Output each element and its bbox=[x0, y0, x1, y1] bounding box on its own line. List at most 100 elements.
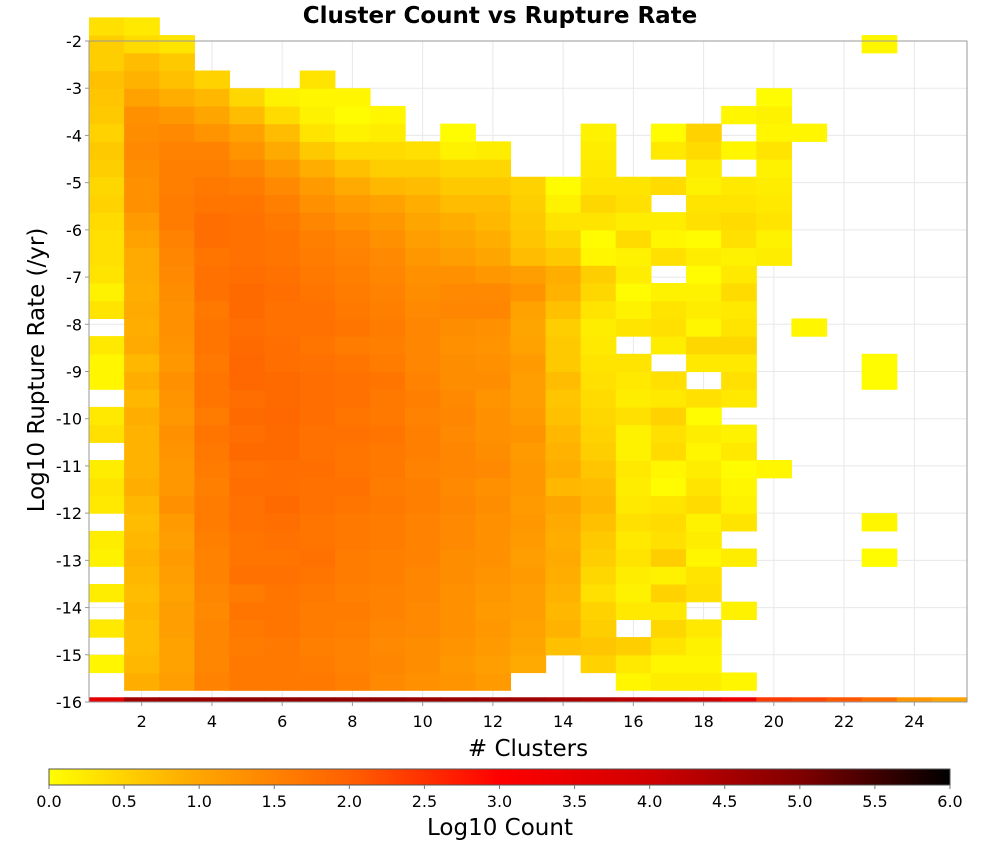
heatmap-cell bbox=[580, 495, 617, 514]
heatmap-cell bbox=[510, 530, 547, 550]
heatmap-cell bbox=[510, 353, 547, 373]
heatmap-cell bbox=[124, 229, 160, 249]
heatmap-cell bbox=[440, 265, 476, 284]
heatmap-cell bbox=[229, 318, 266, 337]
heatmap-cell bbox=[124, 159, 160, 178]
heatmap-cell bbox=[405, 336, 441, 355]
heatmap-cell bbox=[299, 300, 336, 319]
heatmap-cell bbox=[615, 247, 652, 266]
heatmap-cell bbox=[89, 17, 125, 36]
heatmap-cell bbox=[124, 88, 160, 107]
heatmap-cell bbox=[475, 371, 512, 390]
heatmap-cell bbox=[686, 424, 722, 443]
heatmap-cell bbox=[159, 619, 195, 638]
heatmap-cell bbox=[159, 265, 195, 284]
heatmap-cell bbox=[686, 176, 722, 196]
heatmap-cell bbox=[89, 371, 125, 390]
heatmap-cell bbox=[405, 548, 441, 567]
heatmap-cell bbox=[580, 654, 617, 674]
heatmap-cell bbox=[194, 282, 231, 302]
heatmap-cell bbox=[159, 141, 195, 160]
heatmap-cell bbox=[334, 371, 371, 390]
heatmap-cell bbox=[194, 353, 231, 373]
heatmap-cell bbox=[334, 353, 371, 373]
heatmap-cell bbox=[89, 265, 125, 284]
heatmap-cell bbox=[194, 566, 231, 585]
heatmap-cell bbox=[475, 300, 512, 319]
heatmap-cell bbox=[615, 176, 652, 196]
heatmap-cell bbox=[229, 495, 266, 514]
heatmap-cell bbox=[334, 105, 371, 125]
heatmap-cell bbox=[124, 70, 160, 89]
heatmap-cell bbox=[580, 583, 617, 603]
heatmap-cell bbox=[440, 548, 476, 567]
heatmap-cell bbox=[229, 371, 266, 390]
heatmap-cell bbox=[686, 265, 722, 284]
heatmap-cell bbox=[229, 336, 266, 355]
heatmap-cell bbox=[580, 371, 617, 390]
heatmap-cell bbox=[194, 176, 231, 196]
y-tick-label: -2 bbox=[66, 32, 82, 51]
heatmap-cell bbox=[721, 336, 757, 355]
heatmap-cell bbox=[650, 442, 687, 461]
heatmap-cell bbox=[264, 637, 301, 656]
heatmap-cell bbox=[545, 424, 582, 443]
heatmap-cell bbox=[475, 566, 512, 585]
heatmap-cell bbox=[264, 477, 301, 497]
heatmap-cell bbox=[686, 672, 722, 691]
heatmap-cell bbox=[369, 176, 406, 196]
heatmap-cell bbox=[194, 654, 231, 674]
heatmap-cell bbox=[615, 672, 652, 691]
heatmap-cell bbox=[264, 424, 301, 443]
colorbar-tick-label: 4.0 bbox=[637, 792, 662, 811]
heatmap-cell bbox=[89, 300, 125, 319]
heatmap-cell bbox=[159, 371, 195, 390]
heatmap-cell bbox=[686, 336, 722, 355]
heatmap-cell bbox=[229, 424, 266, 443]
heatmap-cell bbox=[264, 123, 301, 142]
heatmap-cell bbox=[686, 141, 722, 160]
heatmap-cell bbox=[721, 424, 757, 443]
x-tick-label: 4 bbox=[207, 712, 217, 731]
heatmap-cell bbox=[615, 212, 652, 231]
heatmap-cell bbox=[264, 548, 301, 567]
heatmap-cell bbox=[299, 105, 336, 125]
heatmap-cell bbox=[299, 406, 336, 426]
heatmap-cell bbox=[510, 654, 547, 674]
heatmap-cell bbox=[264, 176, 301, 196]
heatmap-cell bbox=[475, 601, 512, 620]
heatmap-cell bbox=[194, 460, 231, 479]
heatmap-cell bbox=[405, 495, 441, 514]
heatmap-cell bbox=[615, 566, 652, 585]
heatmap-cell bbox=[124, 619, 160, 638]
heatmap-cell bbox=[194, 637, 231, 656]
heatmap-cell bbox=[475, 548, 512, 567]
heatmap-cell bbox=[686, 619, 722, 638]
heatmap-cell bbox=[299, 371, 336, 390]
heatmap-cell bbox=[194, 406, 231, 426]
heatmap-cell bbox=[124, 601, 160, 620]
heatmap-cell bbox=[686, 513, 722, 532]
y-tick-label: -16 bbox=[56, 693, 82, 712]
heatmap-cell bbox=[229, 601, 266, 620]
heatmap-cell bbox=[229, 194, 266, 213]
heatmap-cell bbox=[229, 442, 266, 461]
heatmap-cell bbox=[580, 513, 617, 532]
heatmap-cell bbox=[89, 406, 125, 426]
heatmap-cell bbox=[510, 282, 547, 302]
heatmap-cell bbox=[475, 229, 512, 249]
heatmap-cell-bottom bbox=[510, 697, 547, 702]
heatmap-cell bbox=[159, 566, 195, 585]
heatmap-cell bbox=[194, 336, 231, 355]
heatmap-cell bbox=[299, 460, 336, 479]
heatmap-cell bbox=[124, 495, 160, 514]
colorbar-tick-label: 1.0 bbox=[186, 792, 211, 811]
heatmap-cell bbox=[721, 318, 757, 337]
heatmap-cell bbox=[440, 530, 476, 550]
heatmap-cell bbox=[861, 548, 898, 567]
heatmap-cell bbox=[369, 353, 406, 373]
heatmap-cell bbox=[756, 105, 792, 125]
heatmap-cell bbox=[475, 176, 512, 196]
heatmap-cell bbox=[686, 123, 722, 142]
heatmap-cell bbox=[229, 159, 266, 178]
